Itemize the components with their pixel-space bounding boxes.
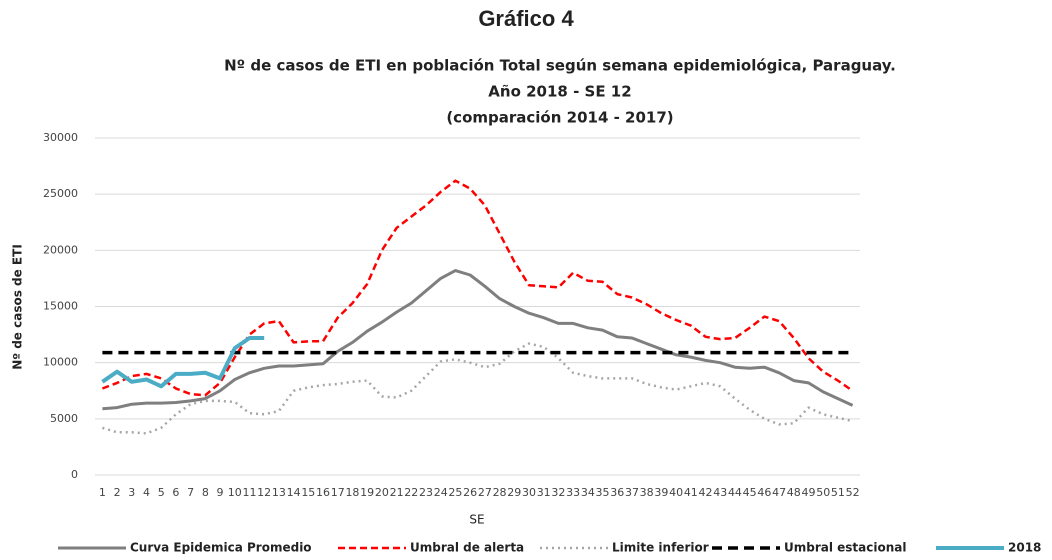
x-tick-label: 47 [772,486,786,499]
x-tick-label: 15 [301,486,315,499]
series-line [101,336,265,389]
x-tick-label: 18 [345,486,359,499]
x-tick-label: 44 [728,486,742,499]
x-tick-label: 39 [654,486,668,499]
chart-subtitle: Nº de casos de ETI en población Total se… [224,57,896,75]
x-tick-label: 49 [802,486,816,499]
x-tick-label: 9 [217,486,224,499]
y-tick-label: 30000 [43,131,78,144]
y-tick-label: 5000 [50,412,78,425]
x-tick-label: 45 [743,486,757,499]
legend-label: Umbral estacional [784,541,906,555]
x-tick-label: 36 [610,486,624,499]
x-tick-label: 41 [684,486,698,499]
y-tick-label: 15000 [43,300,78,313]
x-tick-label: 24 [434,486,448,499]
x-tick-label: 28 [493,486,507,499]
x-tick-label: 10 [228,486,242,499]
x-tick-label: 50 [816,486,830,499]
x-tick-label: 20 [375,486,389,499]
x-tick-label: 30 [522,486,536,499]
x-tick-label: 14 [287,486,301,499]
x-tick-label: 23 [419,486,433,499]
x-tick-label: 7 [187,486,194,499]
y-tick-label: 10000 [43,356,78,369]
x-tick-label: 52 [846,486,860,499]
legend-label: Umbral de alerta [410,541,524,555]
chart-title: Gráfico 4 [478,6,574,31]
x-tick-label: 8 [202,486,209,499]
x-tick-label: 22 [404,486,418,499]
x-tick-label: 31 [537,486,551,499]
x-tick-label: 48 [787,486,801,499]
legend-label: 2018 [1008,541,1041,555]
x-tick-label: 16 [316,486,330,499]
y-tick-label: 25000 [43,187,78,200]
x-tick-label: 17 [331,486,345,499]
x-tick-label: 29 [507,486,521,499]
x-tick-label: 4 [143,486,150,499]
x-tick-label: 6 [172,486,179,499]
x-tick-label: 27 [478,486,492,499]
chart-subtitle: Año 2018 - SE 12 [488,83,631,101]
x-tick-label: 35 [596,486,610,499]
x-tick-label: 51 [831,486,845,499]
x-tick-label: 3 [128,486,135,499]
x-tick-label: 1 [99,486,106,499]
x-tick-label: 25 [448,486,462,499]
x-tick-label: 13 [272,486,286,499]
x-tick-label: 34 [581,486,595,499]
x-tick-label: 19 [360,486,374,499]
x-tick-label: 12 [257,486,271,499]
series-line [102,269,854,411]
series-line [101,179,854,397]
x-tick-label: 11 [242,486,256,499]
legend-label: Curva Epidemica Promedio [130,541,312,555]
y-tick-label: 20000 [43,243,78,256]
x-tick-label: 21 [390,486,404,499]
y-axis-label: Nº de casos de ETI [11,244,25,370]
x-tick-label: 37 [625,486,639,499]
chart-subtitle: (comparación 2014 - 2017) [446,109,673,127]
x-tick-label: 26 [463,486,477,499]
x-tick-label: 43 [713,486,727,499]
x-tick-label: 40 [669,486,683,499]
y-tick-label: 0 [71,468,78,481]
x-tick-label: 2 [114,486,121,499]
x-tick-label: 38 [640,486,654,499]
x-tick-label: 32 [551,486,565,499]
x-tick-label: 5 [158,486,165,499]
x-tick-label: 46 [757,486,771,499]
x-tick-label: 42 [699,486,713,499]
x-tick-label: 33 [566,486,580,499]
legend-label: Limite inferior [612,541,709,555]
x-axis-label: SE [469,513,484,527]
